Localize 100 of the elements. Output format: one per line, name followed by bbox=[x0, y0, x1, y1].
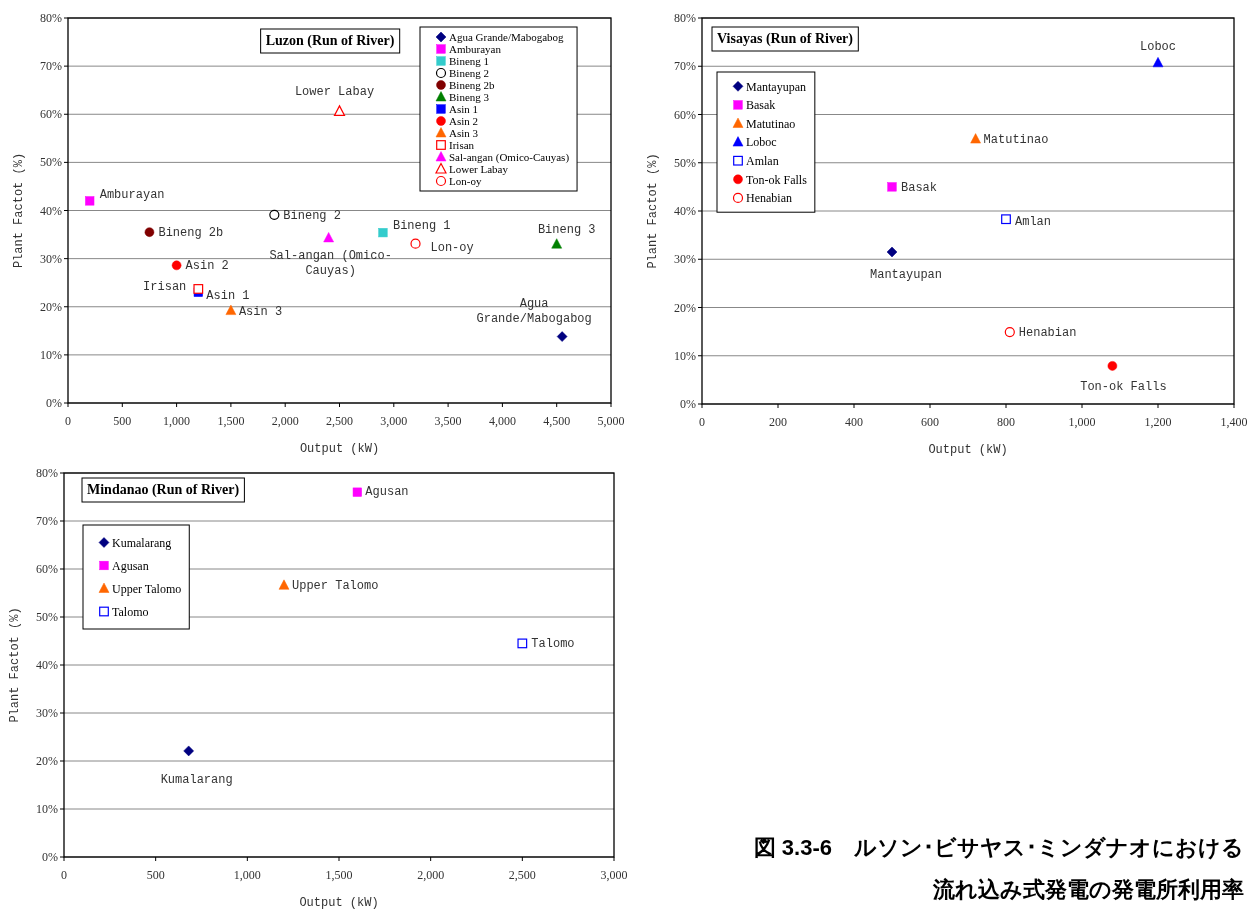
x-tick-label: 1,000 bbox=[233, 868, 261, 882]
point bbox=[333, 105, 346, 116]
series: Bineng 3 bbox=[537, 223, 596, 249]
x-tick-label: 500 bbox=[113, 414, 132, 428]
y-tick-label: 0% bbox=[46, 396, 62, 410]
y-tick-label: 30% bbox=[36, 706, 58, 720]
x-axis-title: Output (kW) bbox=[928, 443, 1008, 457]
point bbox=[1001, 214, 1011, 225]
y-tick-label: 60% bbox=[674, 107, 696, 122]
series: Upper Talomo bbox=[278, 579, 379, 594]
y-tick-label: 60% bbox=[36, 562, 58, 576]
x-tick-label: 1,000 bbox=[1068, 415, 1096, 429]
point bbox=[1004, 327, 1015, 338]
series: Irisan bbox=[143, 279, 204, 294]
point bbox=[1152, 57, 1164, 68]
y-tick-label: 40% bbox=[40, 203, 62, 218]
x-tick-label: 1,500 bbox=[325, 868, 353, 882]
x-tick-label: 2,000 bbox=[417, 868, 445, 882]
series: Agua Grande/Mabogabog bbox=[476, 296, 592, 342]
legend-label: Kumalarang bbox=[112, 535, 172, 550]
y-tick-label: 0% bbox=[680, 397, 696, 411]
series: Asin 2 bbox=[171, 259, 229, 274]
y-tick-label: 20% bbox=[674, 300, 696, 315]
point bbox=[171, 260, 182, 271]
legend-label: Amburayan bbox=[449, 42, 502, 55]
series: Ton-ok Falls bbox=[1080, 361, 1167, 394]
y-tick-label: 70% bbox=[40, 59, 62, 74]
point bbox=[970, 133, 981, 144]
x-tick-label: 500 bbox=[146, 868, 165, 882]
series: Asin 3 bbox=[225, 304, 283, 319]
y-axis-title: Plant Factot (%) bbox=[12, 152, 26, 269]
series: Bineng 2b bbox=[144, 226, 224, 241]
legend-label: Basak bbox=[746, 98, 776, 113]
point bbox=[183, 745, 194, 757]
legend-label: Bineng 2 bbox=[449, 66, 490, 79]
point bbox=[352, 487, 362, 497]
legend-label: Bineng 3 bbox=[449, 90, 490, 103]
legend-label: Agusan bbox=[112, 558, 149, 573]
point bbox=[269, 209, 280, 220]
series: Talomo bbox=[517, 637, 575, 652]
legend-label: Irisan bbox=[449, 138, 475, 151]
legend-label: Amlan bbox=[746, 153, 779, 168]
y-tick-label: 40% bbox=[36, 658, 58, 672]
x-axis-title: Output (kW) bbox=[299, 442, 380, 456]
series: Amburayan bbox=[85, 187, 165, 206]
series: Kumalarang bbox=[160, 745, 233, 787]
point bbox=[323, 232, 334, 243]
series: Bineng 2 bbox=[269, 208, 341, 223]
point bbox=[887, 182, 897, 192]
series: Agusan bbox=[352, 485, 409, 500]
point bbox=[1107, 361, 1118, 371]
legend-label: Bineng 2b bbox=[449, 78, 496, 91]
point bbox=[886, 246, 898, 258]
title: Luzon (Run of River) bbox=[260, 28, 401, 54]
y-tick-label: 70% bbox=[36, 514, 58, 528]
title: Mindanao (Run of River) bbox=[81, 477, 245, 503]
y-tick-label: 40% bbox=[674, 204, 696, 218]
point bbox=[517, 638, 528, 649]
series: Basak bbox=[887, 180, 937, 195]
legend-label: Upper Talomo bbox=[112, 581, 182, 596]
series: Lower Labay bbox=[294, 85, 375, 116]
x-tick-label: 2,000 bbox=[271, 414, 299, 428]
legend-label: Sal-angan (Omico-Cauyas) bbox=[449, 150, 570, 164]
y-tick-label: 10% bbox=[40, 347, 62, 362]
legend-label: Matutinao bbox=[746, 116, 796, 131]
y-tick-label: 80% bbox=[40, 11, 62, 25]
y-tick-label: 20% bbox=[36, 754, 58, 768]
y-axis-title: Plant Factot (%) bbox=[646, 153, 660, 269]
x-tick-label: 200 bbox=[769, 415, 787, 429]
point bbox=[551, 238, 562, 249]
x-tick-label: 400 bbox=[845, 415, 863, 429]
y-tick-label: 20% bbox=[40, 299, 62, 314]
y-tick-label: 50% bbox=[674, 155, 696, 170]
series: Matutinao bbox=[970, 133, 1049, 148]
y-tick-label: 10% bbox=[674, 348, 696, 363]
x-tick-label: 5,000 bbox=[597, 414, 625, 428]
x-tick-label: 4,000 bbox=[488, 414, 516, 428]
legend-label: Lon-oy bbox=[449, 174, 482, 187]
x-tick-label: 1,000 bbox=[163, 414, 191, 428]
point bbox=[278, 579, 290, 590]
legend-label: Asin 1 bbox=[449, 102, 479, 115]
legend-label: Ton-ok Falls bbox=[746, 172, 808, 187]
series: Loboc bbox=[1140, 39, 1176, 68]
y-tick-label: 30% bbox=[40, 251, 62, 266]
point bbox=[85, 196, 95, 206]
y-tick-label: 30% bbox=[674, 252, 696, 267]
point bbox=[144, 227, 155, 237]
y-tick-label: 80% bbox=[36, 466, 58, 480]
legend-label: Talomo bbox=[112, 604, 149, 619]
x-tick-label: 3,000 bbox=[380, 414, 408, 428]
series: Lon-oy bbox=[410, 238, 474, 255]
y-tick-label: 0% bbox=[42, 850, 58, 864]
y-axis-title: Plant Factot (%) bbox=[8, 607, 22, 723]
x-tick-label: 1,400 bbox=[1220, 415, 1248, 429]
legend-label: Henabian bbox=[746, 191, 792, 206]
point bbox=[378, 228, 388, 238]
x-tick-label: 0 bbox=[61, 868, 67, 882]
legend-label: Lower Labay bbox=[449, 162, 509, 175]
series: Amlan bbox=[1001, 214, 1051, 230]
text: 流れ込み式発電の発電所利用率 bbox=[932, 877, 1244, 902]
